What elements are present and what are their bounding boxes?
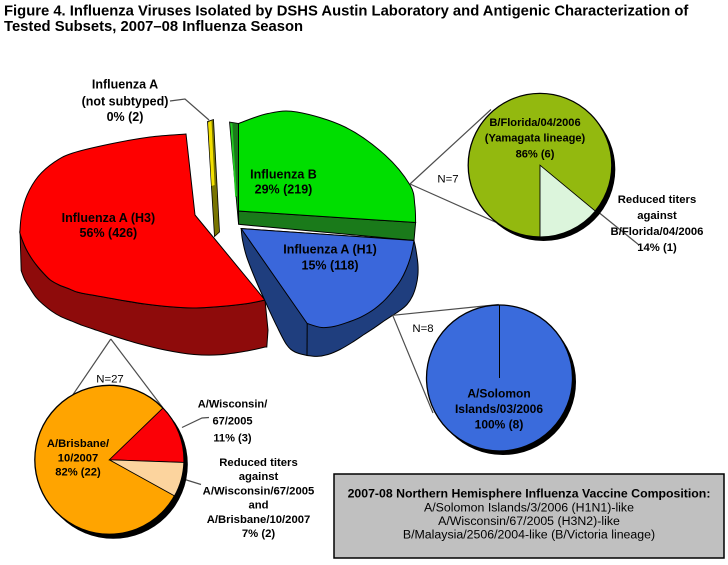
svg-text:11% (3): 11% (3) bbox=[213, 433, 252, 445]
svg-text:Islands/03/2006: Islands/03/2006 bbox=[455, 402, 543, 416]
svg-text:A/Solomon: A/Solomon bbox=[467, 387, 530, 401]
svg-text:7% (2): 7% (2) bbox=[242, 528, 276, 540]
svg-text:82% (22): 82% (22) bbox=[55, 467, 101, 479]
svg-text:Tested Subsets, 2007–08 Influe: Tested Subsets, 2007–08 Influenza Season bbox=[4, 19, 303, 35]
svg-text:0% (2): 0% (2) bbox=[107, 110, 144, 124]
svg-text:N=8: N=8 bbox=[412, 323, 433, 335]
svg-text:67/2005: 67/2005 bbox=[212, 416, 252, 428]
svg-text:Influenza A (H1): Influenza A (H1) bbox=[283, 243, 377, 257]
svg-text:Reduced titers: Reduced titers bbox=[618, 194, 696, 206]
svg-text:A/Solomon Islands/3/2006 (H1N1: A/Solomon Islands/3/2006 (H1N1)-like bbox=[424, 501, 634, 515]
svg-text:29% (219): 29% (219) bbox=[255, 183, 313, 197]
svg-text:10/2007: 10/2007 bbox=[58, 452, 98, 464]
svg-text:Influenza A: Influenza A bbox=[92, 78, 158, 92]
svg-text:against: against bbox=[637, 210, 677, 222]
svg-text:B/Malaysia/2506/2004-like (B/V: B/Malaysia/2506/2004-like (B/Victoria li… bbox=[403, 528, 655, 542]
svg-text:15% (118): 15% (118) bbox=[302, 259, 359, 273]
svg-text:N=27: N=27 bbox=[96, 374, 124, 386]
svg-text:A/Brisbane/: A/Brisbane/ bbox=[47, 438, 109, 450]
svg-text:100% (8): 100% (8) bbox=[475, 418, 524, 432]
svg-text:N=7: N=7 bbox=[437, 174, 458, 186]
svg-text:(not subtyped): (not subtyped) bbox=[82, 95, 169, 109]
svg-text:and: and bbox=[248, 500, 268, 512]
svg-text:Figure 4. Influenza Viruses Is: Figure 4. Influenza Viruses Isolated by … bbox=[4, 4, 688, 20]
svg-text:86% (6): 86% (6) bbox=[516, 149, 555, 161]
svg-text:(Yamagata lineage): (Yamagata lineage) bbox=[485, 133, 586, 145]
svg-text:Influenza B: Influenza B bbox=[250, 168, 317, 182]
svg-text:14% (1): 14% (1) bbox=[637, 242, 677, 254]
svg-text:A/Wisconsin/: A/Wisconsin/ bbox=[198, 399, 268, 411]
svg-text:against: against bbox=[239, 471, 279, 483]
svg-text:A/Wisconsin/67/2005: A/Wisconsin/67/2005 bbox=[203, 485, 315, 497]
svg-text:2007-08 Northern Hemisphere In: 2007-08 Northern Hemisphere Influenza Va… bbox=[348, 487, 711, 501]
svg-text:A/Brisbane/10/2007: A/Brisbane/10/2007 bbox=[207, 514, 311, 526]
svg-text:Influenza A (H3): Influenza A (H3) bbox=[62, 211, 156, 225]
svg-text:B/Florida/04/2006: B/Florida/04/2006 bbox=[489, 117, 580, 129]
svg-text:56% (426): 56% (426) bbox=[80, 226, 138, 240]
svg-text:Reduced titers: Reduced titers bbox=[219, 457, 297, 469]
svg-text:A/Wisconsin/67/2005 (H3N2)-lik: A/Wisconsin/67/2005 (H3N2)-like bbox=[438, 514, 620, 528]
svg-text:B/Florida/04/2006: B/Florida/04/2006 bbox=[611, 226, 704, 238]
